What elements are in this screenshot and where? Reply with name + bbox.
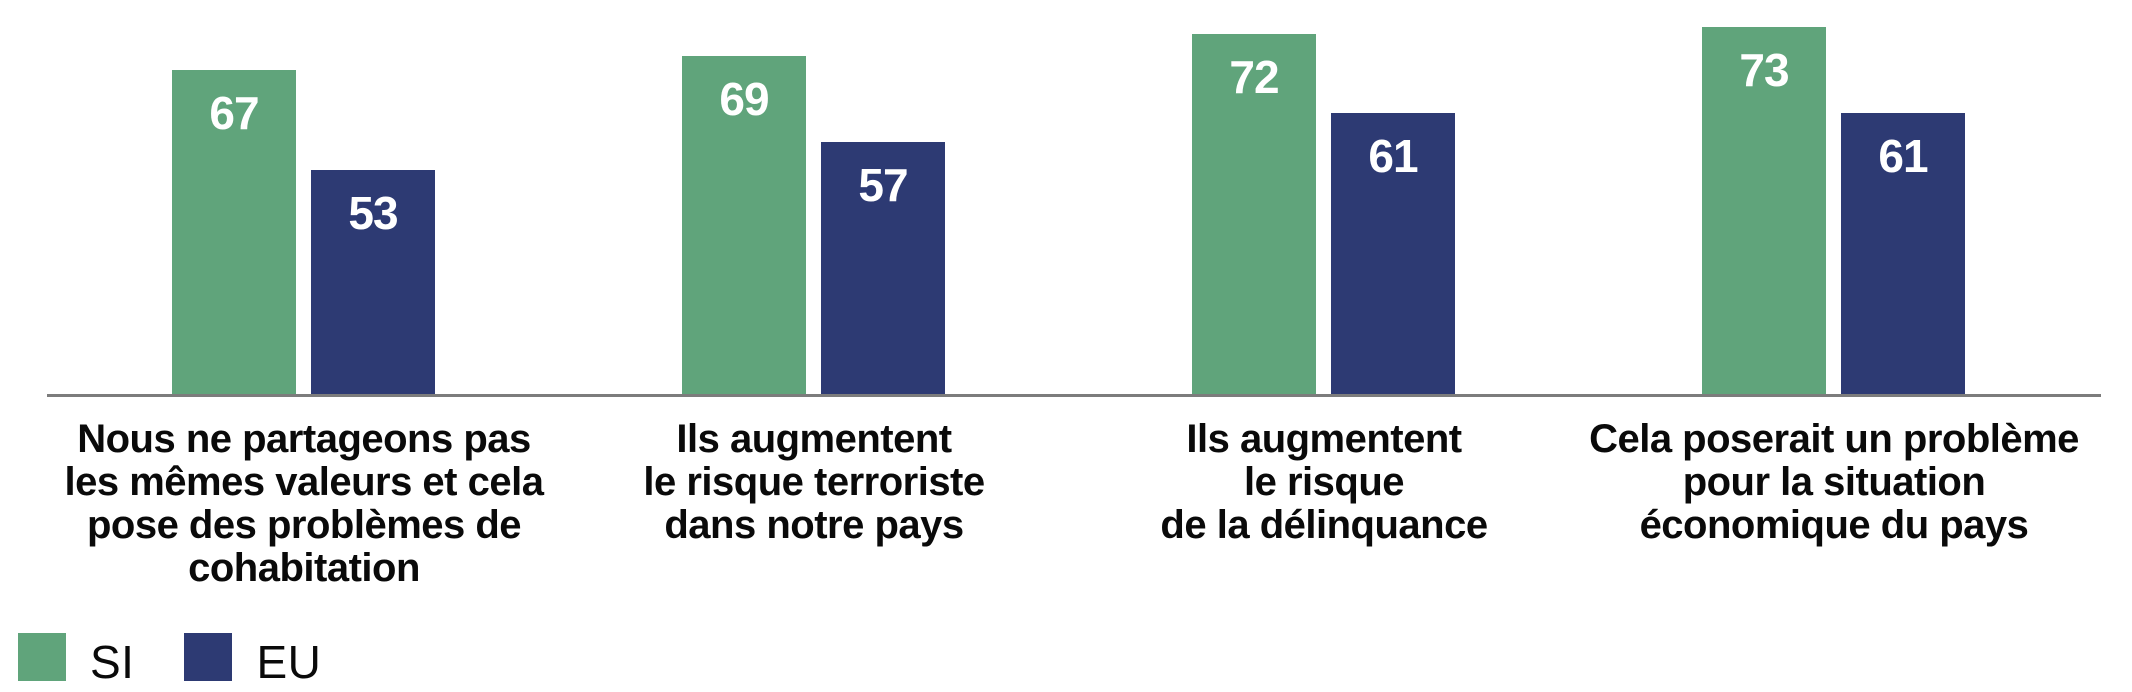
- category-label-4: Cela poserait un problème pour la situat…: [1589, 417, 2079, 547]
- bar-group-3: 72 61: [1192, 0, 1455, 395]
- value-label-si-3: 72: [1229, 51, 1279, 103]
- value-label-eu-4: 61: [1878, 130, 1928, 182]
- bar-group-4: 73 61: [1702, 0, 1965, 395]
- legend-item-si: SI: [18, 625, 134, 689]
- legend-label-si: SI: [90, 636, 135, 688]
- category-label-1: Nous ne partageons pas les mêmes valeurs…: [64, 417, 544, 590]
- category-label-2: Ils augmentent le risque terroriste dans…: [643, 417, 985, 547]
- value-label-si-2: 69: [719, 73, 769, 125]
- bar-si-4: 73: [1702, 27, 1826, 395]
- bar-group-1: 67 53: [172, 0, 435, 395]
- legend: SI EU: [18, 625, 321, 689]
- category-label-3: Ils augmentent le risque de la délinquan…: [1160, 417, 1488, 547]
- bar-si-2: 69: [682, 56, 806, 395]
- bar-eu-3: 61: [1331, 113, 1455, 395]
- value-label-eu-3: 61: [1368, 130, 1418, 182]
- legend-swatch-eu: [184, 633, 233, 681]
- bar-si-3: 72: [1192, 34, 1316, 395]
- bar-eu-4: 61: [1841, 113, 1965, 395]
- value-label-si-1: 67: [209, 87, 259, 139]
- bar-group-2: 69 57: [682, 0, 945, 395]
- value-label-eu-2: 57: [858, 159, 908, 211]
- legend-swatch-si: [18, 633, 66, 681]
- plot-area: 67 53 69 57 72 61 73: [47, 0, 2101, 397]
- legend-item-eu: EU: [184, 625, 321, 689]
- value-label-si-4: 73: [1739, 44, 1789, 96]
- bar-eu-1: 53: [311, 170, 435, 395]
- bar-eu-2: 57: [821, 142, 945, 395]
- value-label-eu-1: 53: [348, 187, 398, 239]
- bar-si-1: 67: [172, 70, 296, 395]
- legend-label-eu: EU: [256, 636, 322, 688]
- x-axis-line: [47, 394, 2101, 397]
